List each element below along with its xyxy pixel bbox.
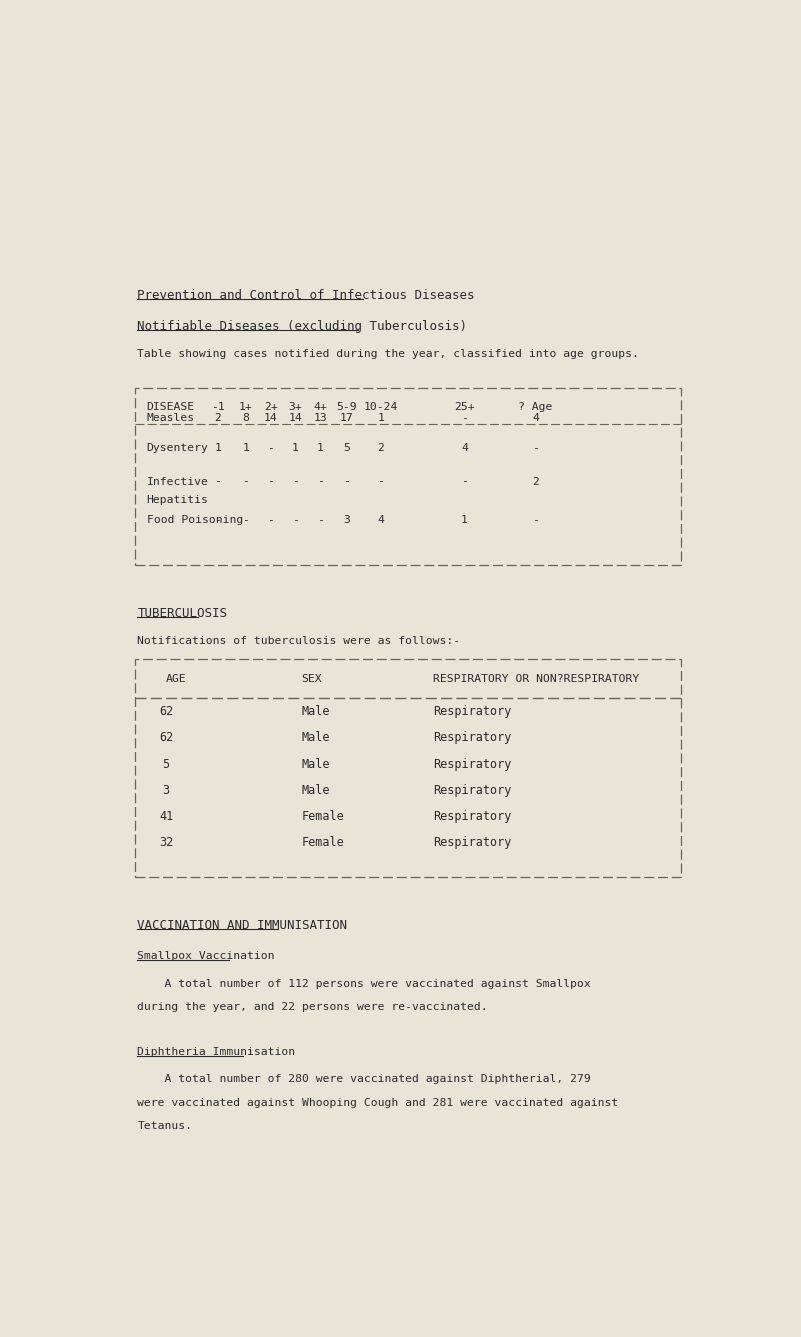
- Text: 2+: 2+: [264, 402, 277, 412]
- Text: -: -: [461, 413, 468, 424]
- Text: -: -: [343, 476, 350, 487]
- Text: Dysentery: Dysentery: [147, 443, 208, 453]
- Text: -: -: [243, 515, 249, 525]
- Text: Food Poisoning: Food Poisoning: [147, 515, 243, 525]
- Text: 4+: 4+: [313, 402, 327, 412]
- Text: -: -: [215, 476, 221, 487]
- Text: A total number of 112 persons were vaccinated against Smallpox: A total number of 112 persons were vacci…: [137, 979, 591, 989]
- Text: Male: Male: [302, 731, 330, 745]
- Text: ? Age: ? Age: [518, 402, 553, 412]
- Text: Male: Male: [302, 758, 330, 770]
- Text: 14: 14: [264, 413, 277, 424]
- Text: 1: 1: [215, 443, 221, 453]
- Text: Table showing cases notified during the year, classified into age groups.: Table showing cases notified during the …: [137, 349, 639, 360]
- Text: Respiratory: Respiratory: [433, 758, 512, 770]
- Text: -: -: [268, 515, 274, 525]
- Text: 1: 1: [316, 443, 324, 453]
- Bar: [135, 659, 682, 877]
- Text: 4: 4: [461, 443, 468, 453]
- Text: 62: 62: [159, 731, 173, 745]
- Text: -: -: [316, 476, 324, 487]
- Text: -: -: [268, 443, 274, 453]
- Text: -: -: [377, 476, 384, 487]
- Text: 14: 14: [288, 413, 302, 424]
- Text: -: -: [316, 515, 324, 525]
- Text: Male: Male: [302, 705, 330, 718]
- Text: Smallpox Vaccination: Smallpox Vaccination: [137, 951, 275, 961]
- Text: -: -: [532, 515, 539, 525]
- Text: 5: 5: [163, 758, 170, 770]
- Text: 62: 62: [159, 705, 173, 718]
- Text: 1: 1: [292, 443, 299, 453]
- Text: Tetanus.: Tetanus.: [137, 1120, 192, 1131]
- Text: Respiratory: Respiratory: [433, 731, 512, 745]
- Text: Male: Male: [302, 783, 330, 797]
- Text: 41: 41: [159, 810, 173, 824]
- Text: 2: 2: [215, 413, 221, 424]
- Text: 5-9: 5-9: [336, 402, 357, 412]
- Text: 4: 4: [377, 515, 384, 525]
- Text: Notifications of tuberculosis were as follows:-: Notifications of tuberculosis were as fo…: [137, 636, 461, 646]
- Text: -: -: [243, 476, 249, 487]
- Text: A total number of 280 were vaccinated against Diphtherial, 279: A total number of 280 were vaccinated ag…: [137, 1075, 591, 1084]
- Text: Notifiable Diseases (excluding Tuberculosis): Notifiable Diseases (excluding Tuberculo…: [137, 320, 467, 333]
- Text: -: -: [532, 443, 539, 453]
- Text: 2: 2: [377, 443, 384, 453]
- Bar: [135, 388, 682, 564]
- Text: 1: 1: [461, 515, 468, 525]
- Text: 3+: 3+: [288, 402, 302, 412]
- Text: 8: 8: [243, 413, 249, 424]
- Text: Respiratory: Respiratory: [433, 810, 512, 824]
- Text: Diphtheria Immunisation: Diphtheria Immunisation: [137, 1047, 296, 1056]
- Text: -1: -1: [211, 402, 225, 412]
- Text: Prevention and Control of Infectious Diseases: Prevention and Control of Infectious Dis…: [137, 289, 475, 302]
- Text: Respiratory: Respiratory: [433, 783, 512, 797]
- Text: 4: 4: [532, 413, 539, 424]
- Text: RESPIRATORY OR NON?RESPIRATORY: RESPIRATORY OR NON?RESPIRATORY: [433, 674, 640, 683]
- Text: Hepatitis: Hepatitis: [147, 495, 208, 505]
- Text: DISEASE: DISEASE: [147, 402, 195, 412]
- Text: -: -: [461, 476, 468, 487]
- Text: were vaccinated against Whooping Cough and 281 were vaccinated against: were vaccinated against Whooping Cough a…: [137, 1098, 618, 1107]
- Text: 5: 5: [343, 443, 350, 453]
- Text: 32: 32: [159, 836, 173, 849]
- Text: Infective: Infective: [147, 476, 208, 487]
- Text: during the year, and 22 persons were re-vaccinated.: during the year, and 22 persons were re-…: [137, 1001, 488, 1012]
- Text: 10-24: 10-24: [364, 402, 398, 412]
- Text: 1: 1: [243, 443, 249, 453]
- Text: -: -: [292, 515, 299, 525]
- Text: VACCINATION AND IMMUNISATION: VACCINATION AND IMMUNISATION: [137, 919, 348, 932]
- Text: 13: 13: [313, 413, 327, 424]
- Text: Respiratory: Respiratory: [433, 705, 512, 718]
- Text: 1+: 1+: [239, 402, 252, 412]
- Text: 3: 3: [163, 783, 170, 797]
- Text: Female: Female: [302, 810, 344, 824]
- Text: -: -: [268, 476, 274, 487]
- Text: AGE: AGE: [166, 674, 187, 683]
- Text: Measles: Measles: [147, 413, 195, 424]
- Text: Female: Female: [302, 836, 344, 849]
- Text: 2: 2: [532, 476, 539, 487]
- Text: 1: 1: [377, 413, 384, 424]
- Text: 17: 17: [340, 413, 353, 424]
- Text: 25+: 25+: [454, 402, 475, 412]
- Text: TUBERCULOSIS: TUBERCULOSIS: [137, 607, 227, 620]
- Text: Respiratory: Respiratory: [433, 836, 512, 849]
- Text: -: -: [215, 515, 221, 525]
- Text: 3: 3: [343, 515, 350, 525]
- Text: SEX: SEX: [302, 674, 322, 683]
- Text: -: -: [292, 476, 299, 487]
